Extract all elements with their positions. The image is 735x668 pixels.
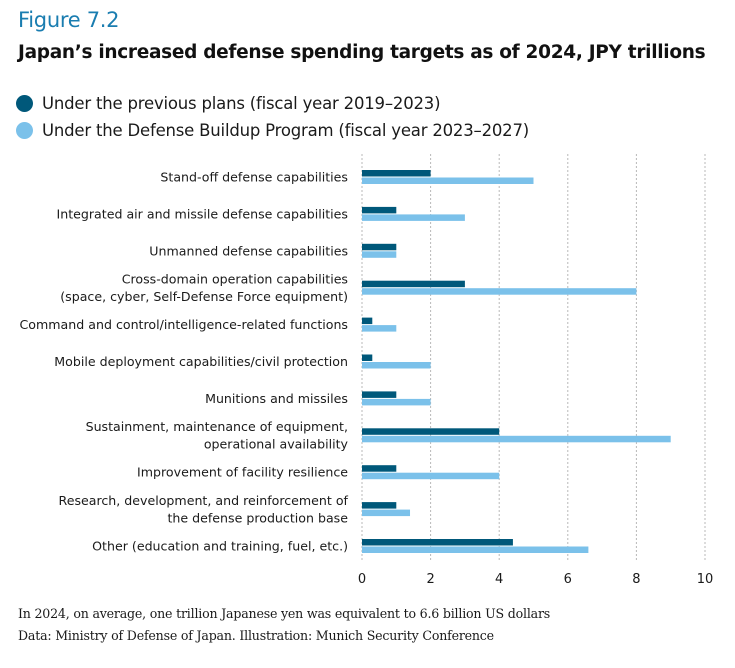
legend-item-previous-plans: Under the previous plans (fiscal year 20… bbox=[16, 90, 529, 117]
category-label: Munitions and missiles bbox=[205, 391, 348, 406]
bar-buildup-program bbox=[362, 509, 411, 517]
x-tick-label: 10 bbox=[697, 572, 714, 587]
category-label: Command and control/intelligence-related… bbox=[20, 317, 348, 332]
bar-buildup-program bbox=[362, 251, 397, 258]
legend-label-previous-plans: Under the previous plans (fiscal year 20… bbox=[42, 94, 441, 113]
bar-buildup-program bbox=[362, 398, 431, 406]
bar-previous-plans bbox=[362, 465, 397, 472]
bar-chart: 0 2 4 6 8 10 Stand-off defense capabilities Int… bbox=[20, 154, 714, 587]
bar-previous-plans bbox=[362, 317, 373, 325]
exchange-rate-note: In 2024, on average, one trillion Japane… bbox=[18, 606, 551, 621]
category-label: Improvement of facility resilience bbox=[137, 465, 348, 480]
x-tick-label: 6 bbox=[564, 572, 572, 587]
bar-buildup-program bbox=[362, 214, 465, 221]
x-tick-label: 2 bbox=[426, 572, 434, 587]
bar-buildup-program bbox=[362, 546, 589, 553]
category-label: Stand-off defense capabilities bbox=[160, 170, 348, 185]
category-label: Research, development, and reinforcement… bbox=[59, 493, 349, 508]
bar-previous-plans bbox=[362, 280, 465, 288]
bar-previous-plans bbox=[362, 502, 397, 509]
category-label: Other (education and training, fuel, etc… bbox=[92, 539, 348, 554]
category-label: Integrated air and missile defense capab… bbox=[57, 206, 349, 221]
legend-swatch-previous-plans bbox=[16, 95, 33, 112]
bar-previous-plans bbox=[362, 428, 500, 435]
bar-previous-plans bbox=[362, 539, 513, 546]
bar-buildup-program bbox=[362, 177, 534, 184]
bar-previous-plans bbox=[362, 354, 373, 361]
x-tick-label: 0 bbox=[358, 572, 366, 587]
bar-previous-plans bbox=[362, 170, 431, 177]
category-label: Mobile deployment capabilities/civil pro… bbox=[54, 354, 348, 369]
bar-buildup-program bbox=[362, 362, 431, 369]
bar-buildup-program bbox=[362, 325, 397, 332]
bar-previous-plans bbox=[362, 206, 397, 214]
figure-label: Figure 7.2 bbox=[18, 8, 120, 32]
legend-item-buildup-program: Under the Defense Buildup Program (fisca… bbox=[16, 117, 529, 144]
category-label: (space, cyber, Self-Defense Force equipm… bbox=[60, 289, 348, 304]
x-tick-label: 8 bbox=[632, 572, 640, 587]
legend-swatch-buildup-program bbox=[16, 122, 33, 139]
category-label: the defense production base bbox=[167, 510, 348, 525]
bar-buildup-program bbox=[362, 472, 500, 480]
x-tick-label: 4 bbox=[495, 572, 503, 587]
bar-previous-plans bbox=[362, 243, 397, 251]
category-label: Unmanned defense capabilities bbox=[149, 243, 348, 258]
category-label: operational availability bbox=[204, 437, 349, 452]
legend-label-buildup-program: Under the Defense Buildup Program (fisca… bbox=[42, 121, 530, 140]
bar-previous-plans bbox=[362, 391, 397, 398]
legend: Under the previous plans (fiscal year 20… bbox=[16, 90, 529, 144]
category-label: Sustainment, maintenance of equipment, bbox=[86, 419, 348, 434]
source-note: Data: Ministry of Defense of Japan. Illu… bbox=[18, 628, 494, 643]
category-label: Cross-domain operation capabilities bbox=[122, 271, 348, 286]
bar-buildup-program bbox=[362, 435, 671, 443]
bar-buildup-program bbox=[362, 288, 637, 295]
chart-title: Japan’s increased defense spending targe… bbox=[18, 42, 706, 63]
